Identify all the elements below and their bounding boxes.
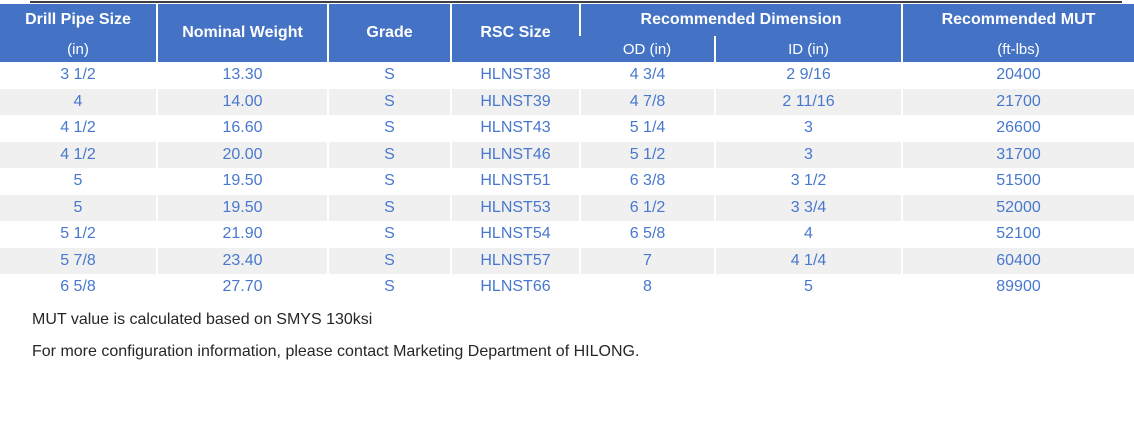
cell-od: 8 (579, 274, 715, 301)
col-header-od: OD (in) (580, 36, 715, 62)
table-body: 3 1/2 13.30 S HLNST38 4 3/4 2 9/16 20400… (0, 62, 1134, 301)
cell-mut: 89900 (901, 274, 1134, 301)
cell-od: 7 (579, 247, 715, 274)
cell-od: 6 3/8 (579, 168, 715, 195)
cell-od: 6 5/8 (579, 221, 715, 248)
drill-pipe-spec-table: Drill Pipe Size (in) Nominal Weight Grad… (0, 4, 1134, 301)
col-header-drill-pipe-size-title: Drill Pipe Size (25, 11, 131, 28)
cell-drill-pipe-size: 3 1/2 (60, 66, 96, 84)
col-header-recommended-mut: Recommended MUT (ft-lbs) (901, 4, 1134, 62)
table-row: 5 19.50 S HLNST53 6 1/2 3 3/4 52000 (0, 194, 1134, 221)
cell-nominal-weight: 27.70 (156, 274, 328, 301)
cell-rsc-size: HLNST57 (450, 247, 580, 274)
cell-mut: 21700 (901, 88, 1134, 115)
table-row: 4 14.00 S HLNST39 4 7/8 2 11/16 21700 (0, 88, 1134, 115)
cell-mut: 31700 (901, 141, 1134, 168)
cell-mut: 26600 (901, 115, 1134, 142)
cell-grade: S (327, 62, 451, 89)
cell-rsc-size: HLNST54 (450, 221, 580, 248)
cell-rsc-size: HLNST46 (450, 141, 580, 168)
cell-nominal-weight: 13.30 (156, 62, 328, 89)
table-row: 3 1/2 13.30 S HLNST38 4 3/4 2 9/16 20400 (0, 62, 1134, 89)
cell-od: 6 1/2 (579, 194, 715, 221)
cell-drill-pipe-size: 4 (73, 92, 83, 110)
cell-grade: S (327, 247, 451, 274)
cell-id: 5 (714, 274, 902, 301)
cell-rsc-size: HLNST51 (450, 168, 580, 195)
cell-mut: 52000 (901, 194, 1134, 221)
cell-od: 4 7/8 (579, 88, 715, 115)
table-row: 5 19.50 S HLNST51 6 3/8 3 1/2 51500 (0, 168, 1134, 195)
table-row: 4 1/2 20.00 S HLNST46 5 1/2 3 31700 (0, 141, 1134, 168)
table-header: Drill Pipe Size (in) Nominal Weight Grad… (0, 4, 1134, 62)
cell-rsc-size: HLNST53 (450, 194, 580, 221)
table-row: 5 1/2 21.90 S HLNST54 6 5/8 4 52100 (0, 221, 1134, 248)
col-header-rsc-size: RSC Size (450, 4, 580, 62)
footnote-mut-basis: MUT value is calculated based on SMYS 13… (32, 310, 373, 328)
cell-id: 3 3/4 (714, 194, 902, 221)
cell-rsc-size: HLNST39 (450, 88, 580, 115)
col-header-grade: Grade (327, 4, 451, 62)
col-header-drill-pipe-size-unit: (in) (67, 40, 89, 58)
cell-id: 3 (714, 115, 902, 142)
cell-grade: S (327, 274, 451, 301)
cell-id: 4 (714, 221, 902, 248)
cell-grade: S (327, 194, 451, 221)
cell-drill-pipe-size: 5 1/2 (60, 225, 96, 243)
cell-nominal-weight: 14.00 (156, 88, 328, 115)
cell-nominal-weight: 21.90 (156, 221, 328, 248)
col-header-id: ID (in) (714, 36, 902, 62)
cell-nominal-weight: 19.50 (156, 168, 328, 195)
header-row-top: Drill Pipe Size (in) Nominal Weight Grad… (0, 4, 1134, 62)
cell-mut: 52100 (901, 221, 1134, 248)
cell-od: 5 1/4 (579, 115, 715, 142)
cell-grade: S (327, 141, 451, 168)
cell-nominal-weight: 20.00 (156, 141, 328, 168)
cell-mut: 51500 (901, 168, 1134, 195)
cell-nominal-weight: 16.60 (156, 115, 328, 142)
cell-id: 3 1/2 (714, 168, 902, 195)
table-top-border (30, 1, 1122, 3)
cell-grade: S (327, 115, 451, 142)
cell-drill-pipe-size: 5 (73, 172, 83, 190)
cell-rsc-size: HLNST43 (450, 115, 580, 142)
cell-mut: 60400 (901, 247, 1134, 274)
cell-rsc-size: HLNST38 (450, 62, 580, 89)
col-header-drill-pipe-size: Drill Pipe Size (in) (0, 4, 157, 62)
cell-id: 4 1/4 (714, 247, 902, 274)
cell-drill-pipe-size: 4 1/2 (60, 119, 96, 137)
cell-drill-pipe-size: 5 7/8 (60, 251, 96, 269)
table-row: 5 7/8 23.40 S HLNST57 7 4 1/4 60400 (0, 247, 1134, 274)
footnote-contact: For more configuration information, plea… (32, 342, 640, 360)
cell-drill-pipe-size: 4 1/2 (60, 145, 96, 163)
cell-id: 2 9/16 (714, 62, 902, 89)
col-header-recommended-mut-title: Recommended MUT (941, 11, 1096, 28)
cell-od: 4 3/4 (579, 62, 715, 89)
cell-id: 2 11/16 (714, 88, 902, 115)
cell-drill-pipe-size: 6 5/8 (60, 278, 96, 296)
cell-grade: S (327, 221, 451, 248)
col-header-recommended-mut-unit: (ft-lbs) (997, 40, 1040, 58)
cell-rsc-size: HLNST66 (450, 274, 580, 301)
table-row: 4 1/2 16.60 S HLNST43 5 1/4 3 26600 (0, 115, 1134, 142)
cell-nominal-weight: 19.50 (156, 194, 328, 221)
cell-id: 3 (714, 141, 902, 168)
cell-grade: S (327, 88, 451, 115)
cell-drill-pipe-size: 5 (73, 198, 83, 216)
footnotes: MUT value is calculated based on SMYS 13… (32, 310, 1134, 362)
table-row: 6 5/8 27.70 S HLNST66 8 5 89900 (0, 274, 1134, 301)
col-header-recommended-dimension: Recommended Dimension (579, 4, 902, 36)
cell-grade: S (327, 168, 451, 195)
cell-od: 5 1/2 (579, 141, 715, 168)
cell-nominal-weight: 23.40 (156, 247, 328, 274)
col-header-nominal-weight: Nominal Weight (156, 4, 328, 62)
cell-mut: 20400 (901, 62, 1134, 89)
header-row-sub: OD (in) ID (in) (0, 36, 1134, 62)
